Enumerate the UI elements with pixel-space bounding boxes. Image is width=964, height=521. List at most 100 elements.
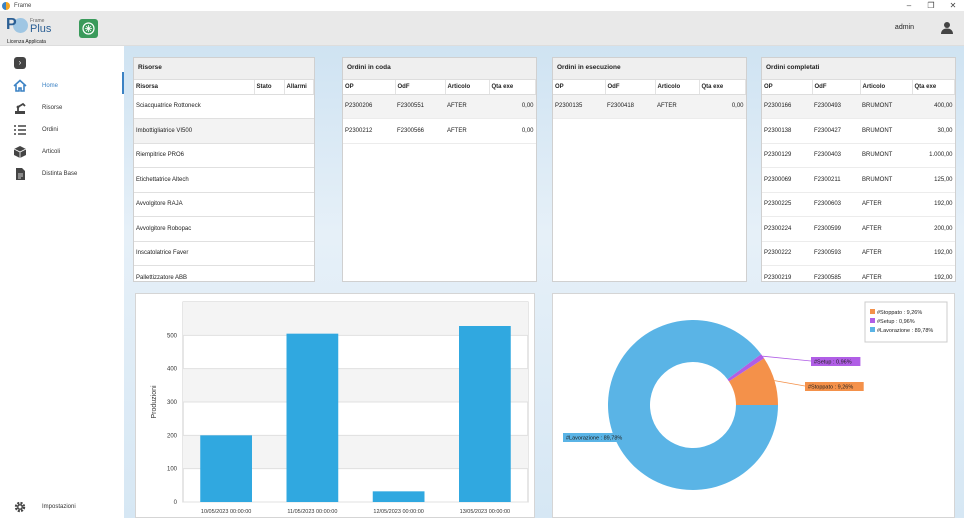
table-row[interactable]: P2300135 F2300418 AFTER 0,00 [553, 94, 746, 119]
table-row[interactable]: Pallettizzatore ABB [134, 265, 314, 281]
cell-odf: F2300551 [395, 94, 445, 119]
company-logo-icon [79, 19, 98, 38]
cell-odf: F2300493 [812, 94, 860, 119]
cell-articolo: BRUMONT [860, 143, 912, 168]
resource-name: Avvolgitore RAJA [134, 192, 254, 217]
y-tick-label: 200 [167, 433, 178, 439]
cell-articolo: AFTER [860, 241, 912, 266]
table-row[interactable]: Etichettatrice Altech [134, 167, 314, 193]
column-header[interactable]: OdF [395, 80, 446, 95]
table-row[interactable]: Avvolgitore RAJA [134, 192, 314, 217]
frameplus-logo[interactable]: P Frame Plus Licenza Applicata [4, 14, 66, 46]
resource-name: Pallettizzatore ABB [134, 265, 254, 281]
column-header[interactable]: Qta exe [699, 80, 746, 95]
stati-pie-chart-panel: #Stoppato : 9,26% #Setup : 0,96% #Lavorazi… [552, 293, 955, 518]
table-row[interactable]: P2300138 F2300427 BRUMONT 30,00 [762, 118, 955, 144]
logo-plus-text: Plus [30, 23, 52, 35]
cell-odf: F2300403 [812, 143, 860, 168]
user-icon[interactable] [941, 21, 953, 34]
cell-op: P2300069 [762, 167, 812, 193]
ordini-esecuzione-table: OP OdF Articolo Qta exe P2300135 F2300418… [553, 80, 746, 119]
sidebar: › Home Risorse Ordini Articoli Distinta … [0, 46, 124, 518]
table-row[interactable]: Avvolgitore Robopac [134, 216, 314, 242]
legend-entry: #Stoppato : 9,26% [877, 310, 922, 316]
cell-op: P2300166 [762, 94, 812, 119]
column-header[interactable]: OP [553, 80, 606, 95]
bar [286, 333, 339, 502]
risorse-table: Risorsa Stato Allarmi Sciacquatrice Rott… [134, 80, 314, 281]
table-row[interactable]: Inscatolatrice Faver [134, 241, 314, 266]
ordini-completati-table: OP OdF Articolo Qta exe P2300166 F2300493… [762, 80, 955, 281]
dashboard-area: Risorse Risorsa Stato Allarmi Sciacquatr… [124, 46, 964, 518]
table-row[interactable]: P2300224 F2300599 AFTER 200,00 [762, 216, 955, 242]
cell-op: P2300219 [762, 265, 812, 281]
app-icon [2, 1, 10, 10]
cell-articolo: BRUMONT [860, 118, 912, 144]
sidebar-item-label: Distinta Base [42, 171, 78, 177]
table-row[interactable]: P2300222 F2300593 AFTER 192,00 [762, 241, 955, 266]
cell-op: P2300212 [343, 118, 395, 144]
table-row[interactable]: P2300219 F2300585 AFTER 192,00 [762, 265, 955, 281]
table-row[interactable]: Riempitrice PRO6 [134, 143, 314, 168]
table-row[interactable]: P2300206 F2300551 AFTER 0,00 [343, 94, 536, 119]
cell-op: P2300222 [762, 241, 812, 266]
app-header: P Frame Plus Licenza Applicata admin [0, 11, 964, 46]
cell-qta: 192,00 [912, 265, 955, 281]
column-header[interactable]: Qta exe [489, 80, 536, 95]
column-header[interactable]: Qta exe [912, 80, 955, 95]
column-header[interactable]: Allarmi [284, 80, 314, 95]
column-header[interactable]: Stato [254, 80, 285, 95]
resource-name: Avvolgitore Robopac [134, 216, 254, 242]
pie-slice [608, 320, 778, 491]
logo-frame-text: Frame [30, 18, 45, 24]
close-button[interactable]: ✕ [949, 1, 957, 10]
legend-swatch [870, 327, 875, 332]
sidebar-item-impostazioni[interactable]: Impostazioni [0, 498, 124, 516]
column-header[interactable]: Articolo [445, 80, 490, 95]
table-row[interactable]: P2300212 F2300566 AFTER 0,00 [343, 118, 536, 144]
legend-swatch [870, 309, 875, 314]
y-tick-label: 500 [167, 333, 178, 339]
ordini-coda-table: OP OdF Articolo Qta exe P2300206 F2300551… [343, 80, 536, 144]
cell-articolo: AFTER [860, 192, 912, 217]
sidebar-item-distinta-base[interactable]: Distinta Base [0, 165, 124, 183]
cell-op: P2300225 [762, 192, 812, 217]
panel-title: Ordini in coda [343, 58, 536, 80]
table-row[interactable]: P2300069 F2300211 BRUMONT 125,00 [762, 167, 955, 193]
sidebar-item-home[interactable]: Home [0, 77, 124, 95]
resource-name: Inscatolatrice Faver [134, 241, 254, 266]
home-icon [13, 79, 27, 92]
sidebar-item-articoli[interactable]: Articoli [0, 143, 124, 161]
column-header[interactable]: OP [762, 80, 813, 95]
column-header[interactable]: OdF [605, 80, 656, 95]
column-header[interactable]: OP [343, 80, 396, 95]
column-header[interactable]: Articolo [655, 80, 700, 95]
column-header[interactable]: Risorsa [134, 80, 255, 95]
table-row[interactable]: Sciacquatrice Rottoneck [134, 94, 314, 119]
username-label[interactable]: admin [894, 24, 914, 31]
slice-label-box [563, 433, 635, 442]
risorse-panel: Risorse Risorsa Stato Allarmi Sciacquatr… [133, 57, 315, 282]
minimize-button[interactable]: – [906, 1, 912, 10]
table-row[interactable]: P2300166 F2300493 BRUMONT 400,00 [762, 94, 955, 119]
table-row[interactable]: Imbottigliatrice VI500 [134, 118, 314, 144]
slice-label: #Lavorazione : 89,78% [566, 436, 622, 442]
cell-odf: F2300599 [812, 216, 860, 242]
sidebar-item-label: Impostazioni [42, 504, 76, 510]
cell-articolo: AFTER [445, 118, 489, 144]
cell-qta: 0,00 [489, 94, 536, 119]
robot-arm-icon [15, 102, 26, 114]
window-title: Frame [14, 2, 32, 9]
gear-icon [14, 501, 26, 513]
legend-entry: #Lavorazione : 89,78% [877, 328, 933, 334]
sidebar-item-ordini[interactable]: Ordini [0, 121, 124, 139]
bar [372, 491, 425, 502]
maximize-button[interactable]: ❐ [927, 1, 935, 10]
column-header[interactable]: Articolo [860, 80, 913, 95]
slice-label: #Stoppato : 9,26% [808, 385, 853, 391]
sidebar-item-risorse[interactable]: Risorse [0, 99, 124, 117]
sidebar-collapse-button[interactable]: › [14, 57, 26, 69]
table-row[interactable]: P2300225 F2300603 AFTER 192,00 [762, 192, 955, 217]
table-row[interactable]: P2300129 F2300403 BRUMONT 1.000,00 [762, 143, 955, 168]
column-header[interactable]: OdF [812, 80, 861, 95]
